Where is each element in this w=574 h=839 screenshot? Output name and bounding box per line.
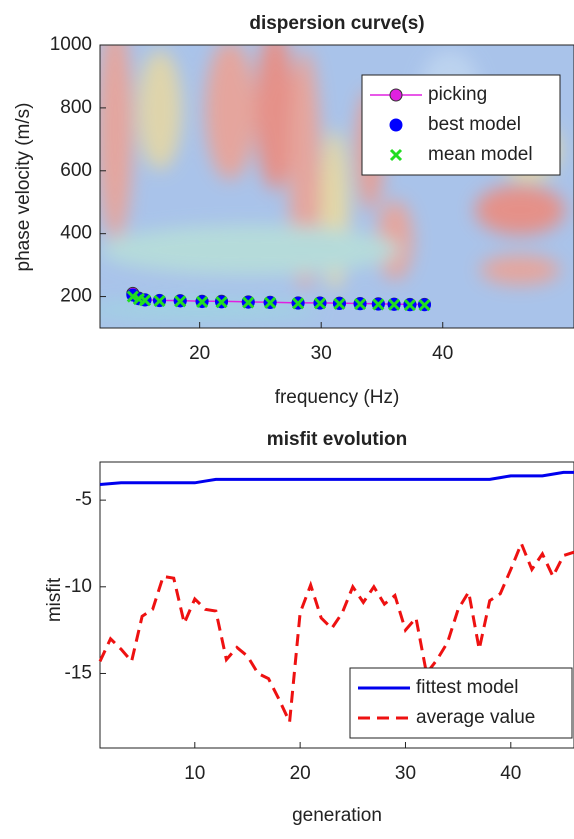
y-tick-label: -15 — [65, 662, 92, 683]
x-tick-label: 20 — [189, 343, 210, 364]
data-point — [388, 298, 401, 311]
legend-label: mean model — [428, 144, 533, 165]
data-point — [372, 298, 385, 311]
y-tick-label: 200 — [60, 286, 92, 307]
data-point — [196, 295, 209, 308]
x-axis-label: generation — [292, 805, 382, 826]
x-tick-label: 20 — [290, 763, 311, 784]
legend-marker — [389, 148, 403, 162]
data-point — [333, 297, 346, 310]
data-point — [418, 298, 431, 312]
y-tick-label: -10 — [65, 576, 92, 597]
x-tick-label: 40 — [500, 763, 521, 784]
chart-title: misfit evolution — [267, 429, 407, 450]
series-line — [99, 470, 574, 487]
data-point — [138, 294, 152, 307]
y-tick-label: 800 — [60, 97, 92, 118]
data-point — [264, 296, 277, 309]
data-point — [215, 296, 228, 309]
axes-frame — [99, 44, 574, 329]
data-point — [292, 297, 305, 310]
legend-label: fittest model — [416, 677, 518, 698]
x-tick-label: 30 — [395, 763, 416, 784]
x-axis-label: frequency (Hz) — [275, 387, 400, 408]
series-line — [98, 539, 574, 728]
data-point — [313, 297, 327, 310]
y-tick-label: 400 — [60, 223, 92, 244]
y-tick-label: 600 — [60, 160, 92, 181]
legend-label: picking — [428, 84, 487, 105]
chart-title: dispersion curve(s) — [249, 13, 424, 34]
data-point — [153, 294, 166, 308]
legend-box — [349, 667, 573, 739]
y-tick-label: -5 — [75, 489, 92, 510]
legend-label: average value — [416, 707, 535, 728]
x-tick-label: 10 — [184, 763, 205, 784]
legend-marker — [389, 118, 403, 132]
y-axis-label: misfit — [44, 577, 65, 622]
data-point — [174, 295, 187, 308]
y-tick-label: 1000 — [50, 34, 92, 55]
legend-label: best model — [428, 114, 521, 135]
data-point — [242, 296, 255, 309]
x-tick-label: 40 — [432, 343, 453, 364]
data-point — [354, 298, 367, 311]
y-axis-label: phase velocity (m/s) — [13, 103, 34, 272]
x-tick-label: 30 — [311, 343, 332, 364]
data-point — [403, 298, 416, 312]
legend-marker — [389, 88, 403, 102]
